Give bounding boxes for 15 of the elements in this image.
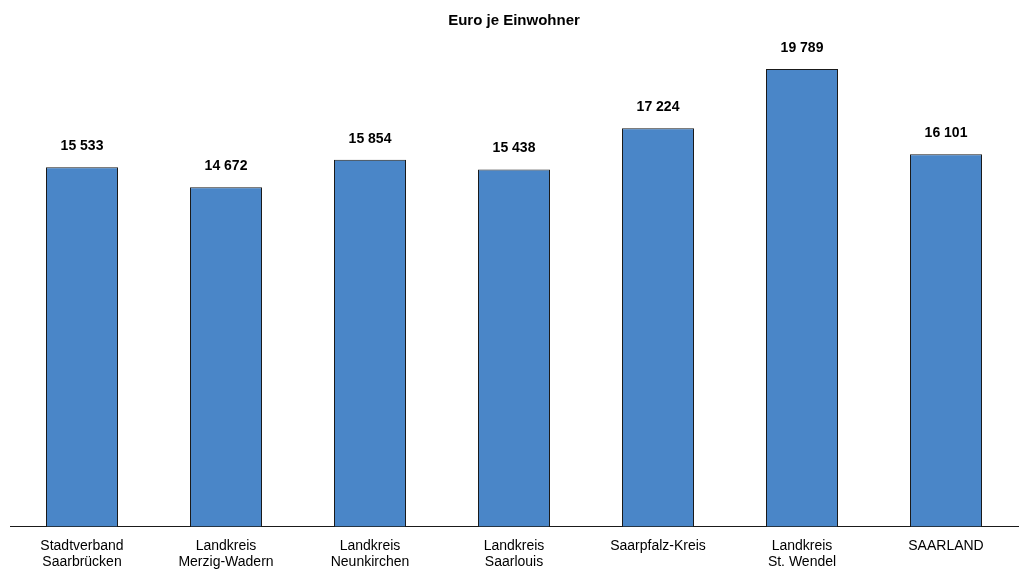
x-tick-label: Landkreis Merzig-Wadern: [178, 536, 274, 570]
x-tick-label: Saarpfalz-Kreis: [610, 536, 706, 553]
x-tick-label: SAARLAND: [908, 536, 984, 553]
data-label: 15 854: [348, 129, 392, 146]
x-tick-label: Landkreis St. Wendel: [767, 536, 837, 570]
data-label: 17 224: [636, 98, 680, 115]
x-tick-label: Landkreis Saarlouis: [483, 536, 545, 570]
data-label: 14 672: [204, 157, 248, 174]
x-tick-label: Stadtverband Saarbrücken: [40, 536, 124, 570]
chart-title: Euro je Einwohner: [448, 11, 580, 29]
data-label: 19 789: [780, 38, 824, 55]
data-label: 16 101: [924, 124, 968, 140]
x-tick-label: Landkreis Neunkirchen: [330, 536, 410, 570]
data-label: 15 533: [60, 137, 104, 154]
data-label: 15 438: [492, 139, 536, 156]
